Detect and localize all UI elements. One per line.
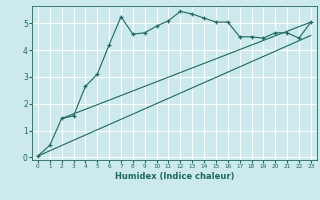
X-axis label: Humidex (Indice chaleur): Humidex (Indice chaleur) <box>115 172 234 181</box>
